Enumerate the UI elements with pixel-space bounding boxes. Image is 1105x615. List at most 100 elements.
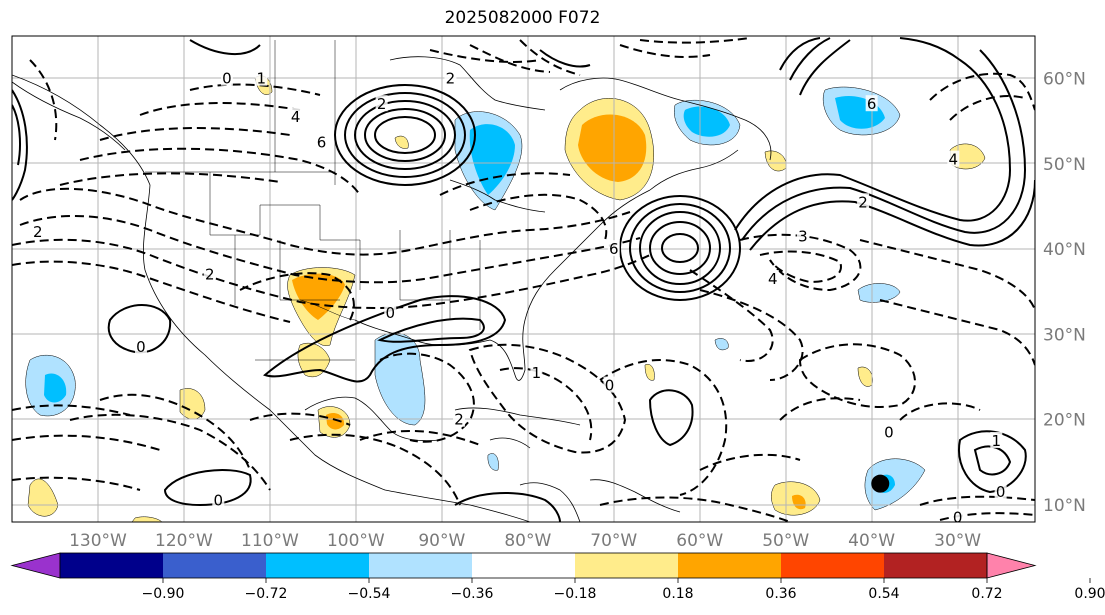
contour-label-bg xyxy=(951,508,964,522)
contour-label: 2 xyxy=(377,95,387,113)
lon-tick-label: 40°W xyxy=(848,531,895,551)
contour-label-bg xyxy=(212,491,225,508)
colorbar-segment xyxy=(60,553,163,578)
contour-label: 6 xyxy=(609,240,619,258)
colorbar-segment xyxy=(369,553,472,578)
contour-label: 1 xyxy=(257,70,267,88)
colorbar-segment xyxy=(678,553,781,578)
storm-marker xyxy=(871,474,890,493)
contour-label: 2 xyxy=(858,193,868,211)
lon-tick-label: 120°W xyxy=(155,531,213,551)
colorbar-label: −0.54 xyxy=(348,586,391,602)
colorbar-segment xyxy=(266,553,369,578)
colorbar-extension-low xyxy=(10,552,61,579)
contour-label-bg xyxy=(453,410,466,427)
colorbar-label: −0.36 xyxy=(451,586,494,602)
positive-contours xyxy=(12,37,1035,522)
map-frame xyxy=(11,35,1036,523)
contour-label: 0 xyxy=(385,304,395,322)
contour-label: 0 xyxy=(884,423,894,441)
contour-label-bg xyxy=(31,223,44,240)
shaded-fields xyxy=(25,75,986,522)
contour-label-bg xyxy=(444,69,457,86)
contour-label: 0 xyxy=(953,509,963,527)
contour-label: 0 xyxy=(605,377,615,395)
contour-label-bg xyxy=(315,133,328,150)
contour-label-bg xyxy=(607,240,620,257)
contour-label-bg xyxy=(255,69,268,86)
contour-label-bg xyxy=(947,150,960,167)
contour-label: 0 xyxy=(996,483,1006,501)
colorbar-label: −0.90 xyxy=(142,586,185,602)
lon-tick-label: 60°W xyxy=(676,531,723,551)
colorbar-extension-high xyxy=(986,552,1037,579)
contour-label-bg xyxy=(289,108,302,124)
map-title: 2025082000 F072 xyxy=(444,8,601,28)
lon-tick-label: 70°W xyxy=(590,531,637,551)
contour-label: 6 xyxy=(317,134,327,152)
colorbar-segment xyxy=(575,553,678,578)
contour-label: 2 xyxy=(33,223,43,241)
lon-tick-label: 90°W xyxy=(418,531,465,551)
contour-label: 2 xyxy=(454,411,464,429)
contour-label-bg xyxy=(990,432,1003,448)
colorbar-label: 0.72 xyxy=(971,586,1002,602)
colorbar-label: 0.18 xyxy=(662,586,693,602)
lat-tick-label: 10°N xyxy=(1043,496,1086,516)
contour-label-bg xyxy=(882,423,895,440)
lat-tick-label: 60°N xyxy=(1043,70,1086,90)
contour-label: 3 xyxy=(798,227,808,245)
contour-label: 4 xyxy=(291,108,301,126)
lon-tick-label: 100°W xyxy=(327,531,385,551)
contour-label-bg xyxy=(375,95,388,112)
contour-label-bg xyxy=(994,483,1007,500)
lon-tick-label: 110°W xyxy=(241,531,299,551)
longitude-labels: 130°W 120°W 110°W 100°W 90°W 80°W 70°W 60°W 50°W… xyxy=(69,531,981,551)
latitude-labels: 60°N 50°N 40°N 30°N 20°N 10°N xyxy=(1043,70,1086,516)
contour-label: 6 xyxy=(867,95,877,113)
lat-tick-label: 20°N xyxy=(1043,411,1086,431)
lat-tick-label: 40°N xyxy=(1043,240,1086,260)
lon-tick-label: 30°W xyxy=(934,531,981,551)
colorbar-frame xyxy=(59,552,988,579)
contour-label-bg xyxy=(865,95,878,112)
contour-label: 2 xyxy=(205,266,215,284)
contour-label-bg xyxy=(766,270,779,286)
contour-label: 4 xyxy=(949,151,959,169)
contour-label-bg xyxy=(603,376,616,393)
colorbar-label: −0.18 xyxy=(554,586,597,602)
colorbar-segment xyxy=(163,553,266,578)
colorbar-segment xyxy=(472,553,575,578)
colorbar-segment xyxy=(884,553,987,578)
contour-label-bg xyxy=(857,193,870,210)
colorbar-label: 0.90 xyxy=(1074,586,1105,602)
contour-label-bg xyxy=(530,363,543,380)
colorbar: −0.90 −0.72 −0.54 −0.36 −0.18 0.18 0.36 0.54 0.7… xyxy=(10,552,1105,602)
negative-contours xyxy=(12,37,1035,522)
lat-tick-label: 30°N xyxy=(1043,325,1086,345)
contour-label-bg xyxy=(134,338,147,355)
colorbar-label: 0.54 xyxy=(868,586,899,602)
contour-label: 0 xyxy=(136,338,146,356)
colorbar-label: −0.72 xyxy=(245,586,288,602)
contour-label: 0 xyxy=(214,492,224,510)
contour-label-bg xyxy=(384,304,397,321)
contour-label-bg xyxy=(220,69,233,86)
marker-layer xyxy=(871,474,890,493)
contour-label-bg xyxy=(203,265,216,282)
contour-label: 1 xyxy=(992,432,1002,450)
lon-tick-label: 80°W xyxy=(504,531,551,551)
contour-label: 2 xyxy=(446,70,456,88)
colorbar-label: 0.36 xyxy=(765,586,796,602)
lon-tick-label: 50°W xyxy=(762,531,809,551)
colorbar-segment xyxy=(781,553,884,578)
contour-label: 1 xyxy=(532,364,542,382)
contour-label: 4 xyxy=(768,270,778,288)
lon-tick-label: 130°W xyxy=(69,531,127,551)
contour-label: 0 xyxy=(222,70,232,88)
contour-label-bg xyxy=(796,227,809,244)
lat-tick-label: 50°N xyxy=(1043,155,1086,175)
